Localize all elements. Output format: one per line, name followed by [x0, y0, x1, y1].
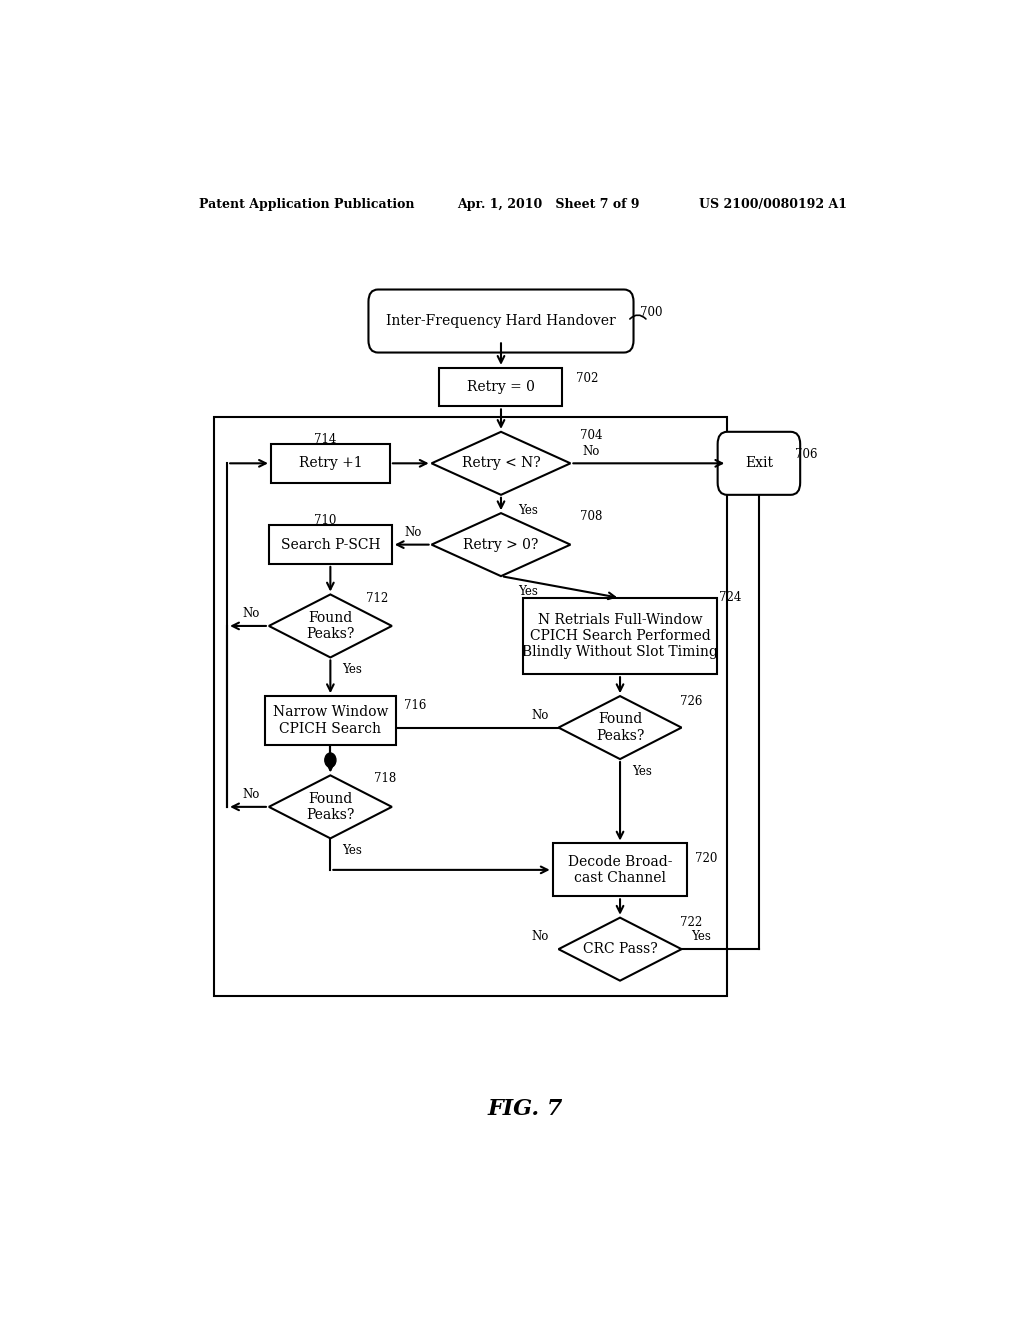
Text: No: No — [583, 445, 600, 458]
Text: No: No — [404, 525, 422, 539]
Text: No: No — [242, 788, 259, 801]
Text: N Retrials Full-Window
CPICH Search Performed
Blindly Without Slot Timing: N Retrials Full-Window CPICH Search Perf… — [522, 612, 718, 659]
Text: 714: 714 — [314, 433, 337, 446]
Text: Yes: Yes — [518, 503, 539, 516]
Text: Retry > 0?: Retry > 0? — [463, 537, 539, 552]
Text: Found
Peaks?: Found Peaks? — [596, 713, 644, 743]
Polygon shape — [558, 696, 682, 759]
Text: 706: 706 — [795, 449, 817, 461]
Bar — [269, 525, 392, 564]
Text: Patent Application Publication: Patent Application Publication — [200, 198, 415, 211]
Bar — [270, 444, 390, 483]
Bar — [523, 598, 717, 675]
Text: Found
Peaks?: Found Peaks? — [306, 792, 354, 822]
Text: Yes: Yes — [342, 843, 362, 857]
Polygon shape — [269, 594, 392, 657]
Text: 710: 710 — [314, 515, 337, 527]
Text: 726: 726 — [680, 696, 701, 709]
Text: US 2100/0080192 A1: US 2100/0080192 A1 — [699, 198, 848, 211]
Text: FIG. 7: FIG. 7 — [487, 1098, 562, 1119]
Text: Exit: Exit — [744, 457, 773, 470]
Polygon shape — [431, 432, 570, 495]
Text: Found
Peaks?: Found Peaks? — [306, 611, 354, 642]
Polygon shape — [558, 917, 682, 981]
Text: Yes: Yes — [632, 764, 652, 777]
Bar — [265, 696, 396, 744]
FancyBboxPatch shape — [369, 289, 634, 352]
Text: Inter-Frequency Hard Handover: Inter-Frequency Hard Handover — [386, 314, 615, 329]
Text: 722: 722 — [680, 916, 701, 929]
Bar — [439, 368, 562, 407]
Text: 724: 724 — [719, 590, 741, 603]
Bar — [214, 417, 727, 995]
Text: CRC Pass?: CRC Pass? — [583, 942, 657, 956]
Text: Retry = 0: Retry = 0 — [467, 380, 535, 395]
Text: Search P-SCH: Search P-SCH — [281, 537, 380, 552]
FancyBboxPatch shape — [718, 432, 800, 495]
Polygon shape — [431, 513, 570, 576]
Text: Yes: Yes — [342, 663, 362, 676]
Circle shape — [325, 752, 336, 767]
Text: Retry +1: Retry +1 — [299, 457, 362, 470]
Text: 702: 702 — [577, 372, 599, 385]
Text: No: No — [242, 607, 259, 620]
Bar — [553, 843, 687, 896]
Text: 720: 720 — [695, 851, 718, 865]
Text: 708: 708 — [581, 511, 603, 523]
Text: Apr. 1, 2010   Sheet 7 of 9: Apr. 1, 2010 Sheet 7 of 9 — [458, 198, 640, 211]
Text: 712: 712 — [367, 591, 388, 605]
Text: No: No — [531, 931, 549, 944]
Text: 716: 716 — [404, 700, 427, 713]
Text: Narrow Window
CPICH Search: Narrow Window CPICH Search — [272, 705, 388, 735]
Polygon shape — [269, 775, 392, 838]
Text: Yes: Yes — [691, 931, 711, 944]
Text: Retry < N?: Retry < N? — [462, 457, 541, 470]
Text: 704: 704 — [581, 429, 603, 442]
Text: Decode Broad-
cast Channel: Decode Broad- cast Channel — [567, 855, 673, 884]
Text: Yes: Yes — [518, 585, 539, 598]
Text: No: No — [531, 709, 549, 722]
Text: 700: 700 — [640, 306, 663, 319]
Text: 718: 718 — [374, 772, 396, 785]
